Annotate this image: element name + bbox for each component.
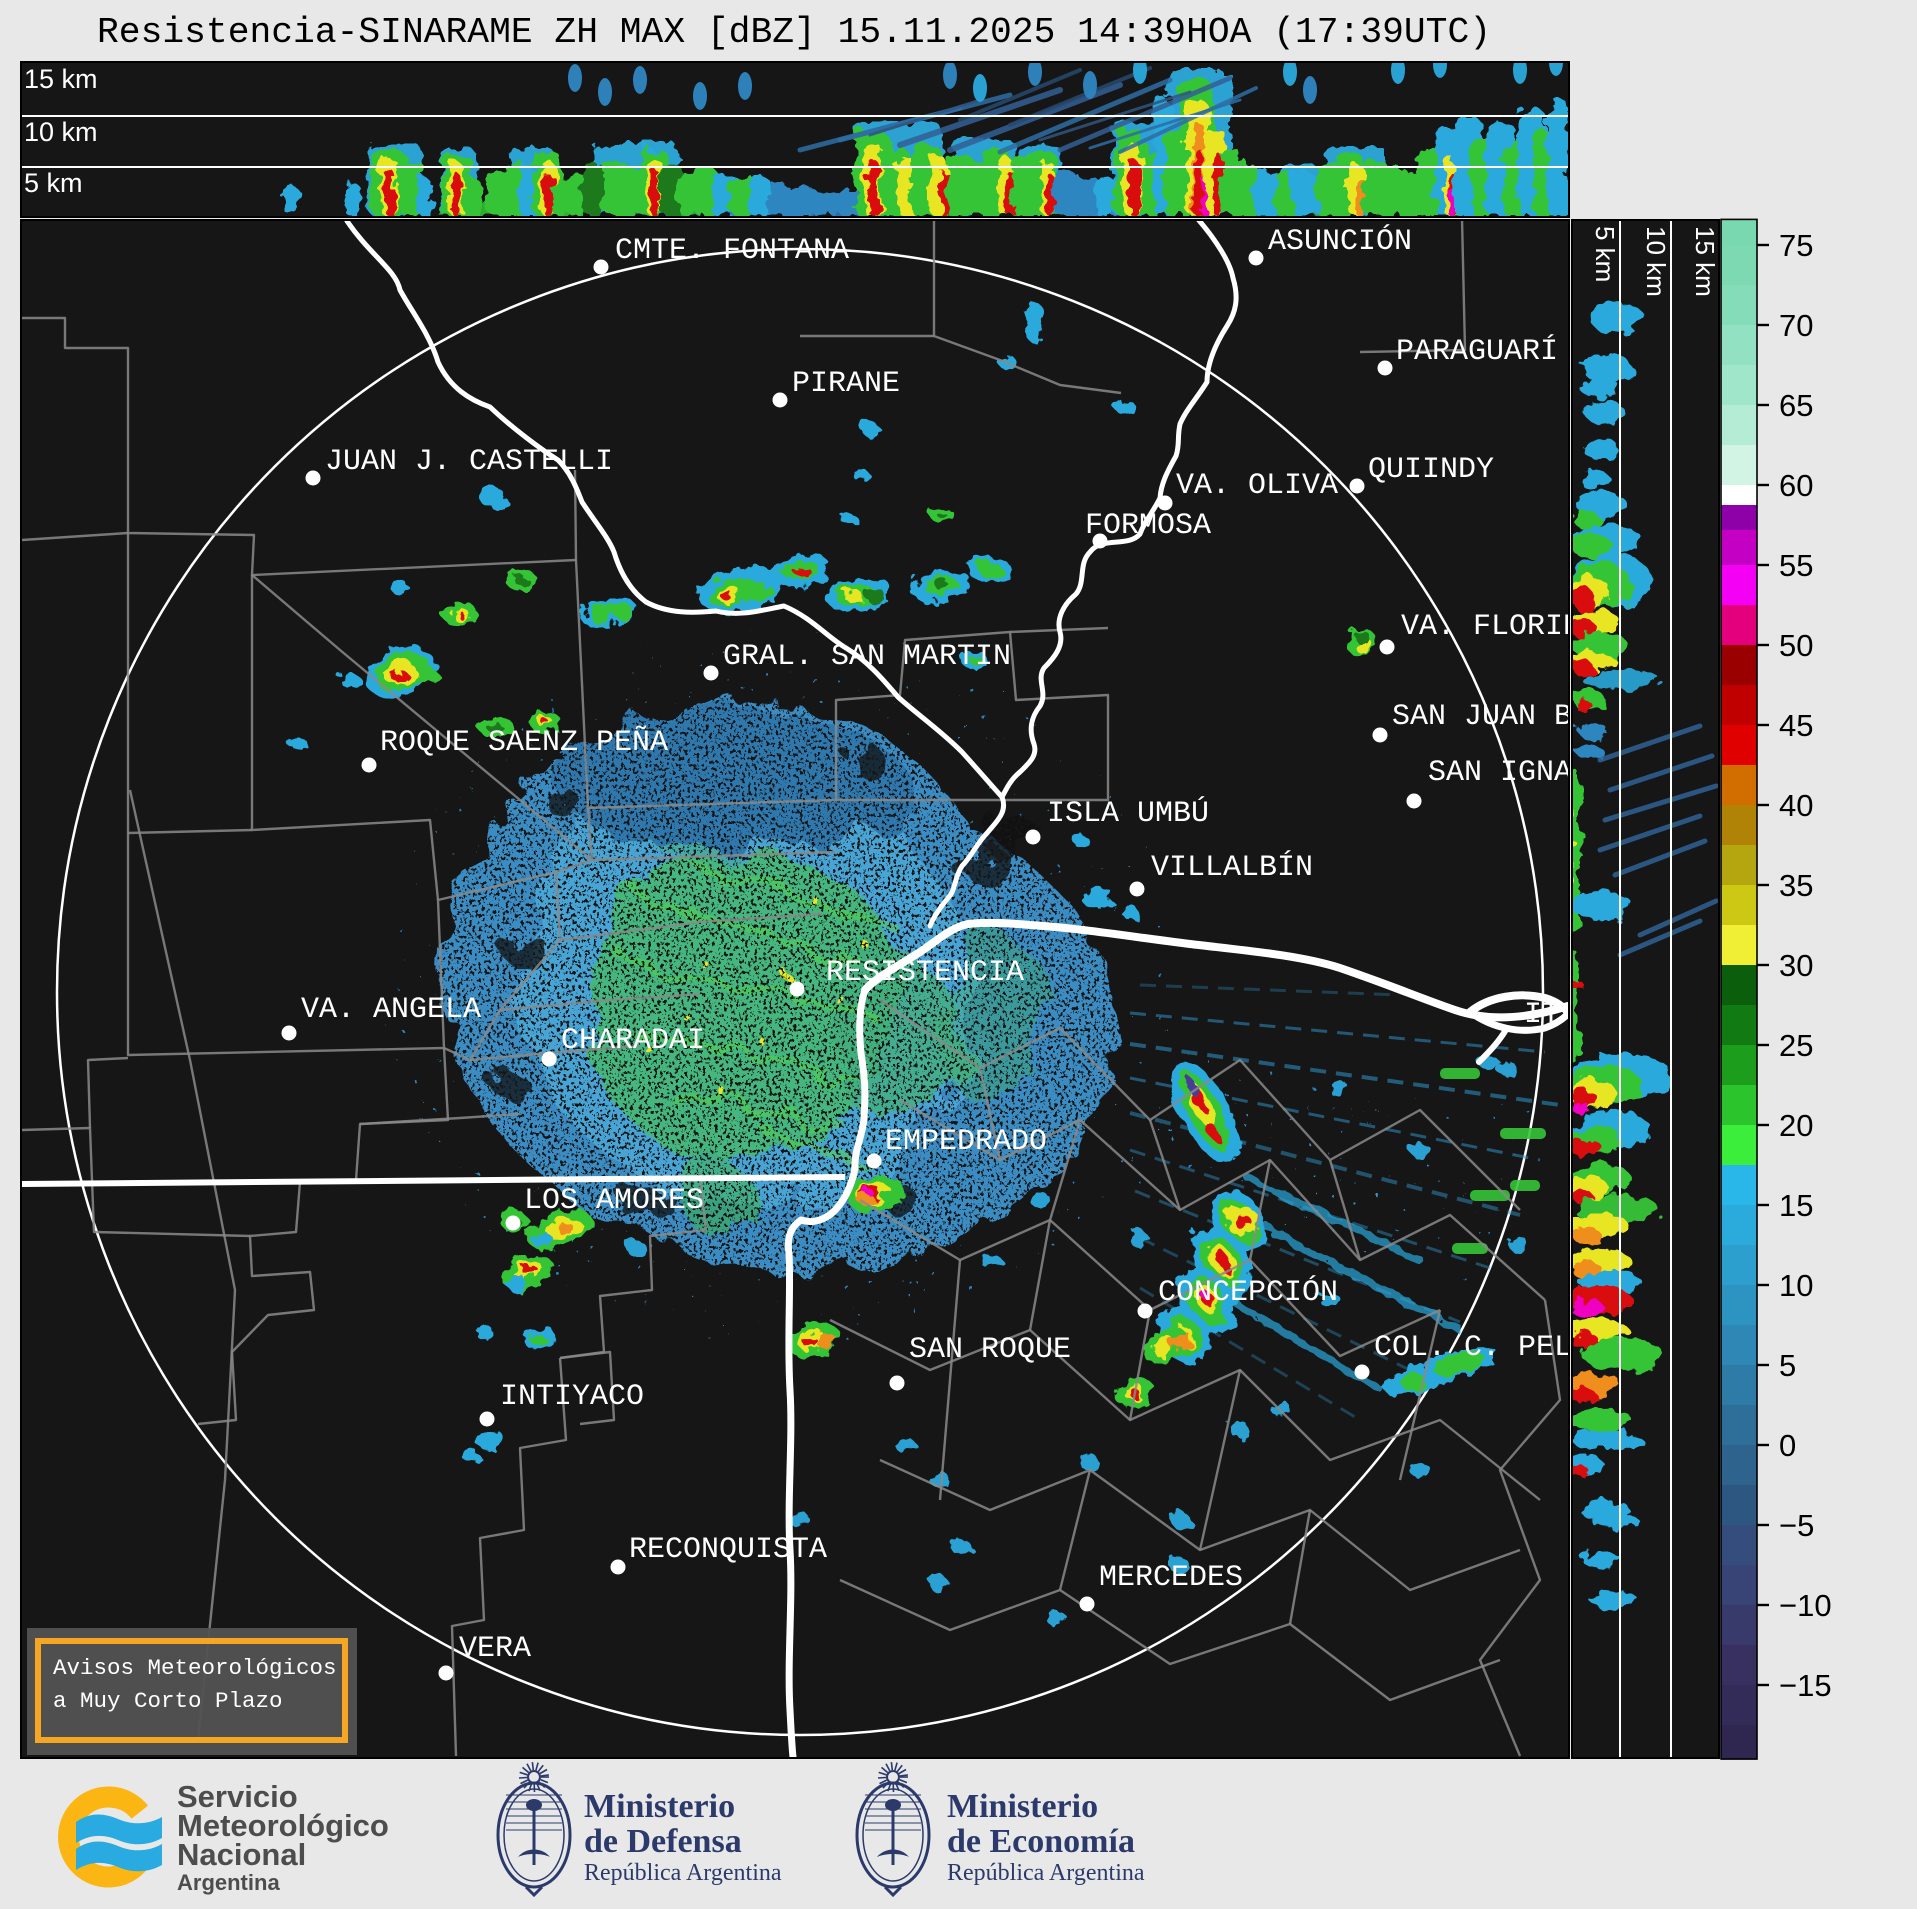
svg-text:INTIYACO: INTIYACO [500,1380,644,1414]
svg-text:40: 40 [1779,788,1813,823]
svg-text:de Defensa: de Defensa [584,1823,742,1860]
svg-text:Nacional: Nacional [177,1837,306,1872]
svg-text:SAN IGNAC: SAN IGNAC [1428,756,1568,790]
svg-text:Ministerio: Ministerio [584,1788,735,1825]
svg-text:República Argentina: República Argentina [584,1860,782,1886]
svg-text:PARAGUARÍ: PARAGUARÍ [1396,334,1558,369]
svg-text:30: 30 [1779,948,1813,983]
svg-text:RECONQUISTA: RECONQUISTA [629,1533,827,1567]
svg-text:65: 65 [1779,388,1813,423]
svg-text:VA. OLIVA: VA. OLIVA [1176,469,1338,503]
svg-text:5: 5 [1779,1348,1796,1383]
svg-text:QUIINDY: QUIINDY [1368,453,1494,487]
svg-text:EMPEDRADO: EMPEDRADO [885,1125,1047,1159]
svg-text:CHARADAI: CHARADAI [561,1024,705,1058]
svg-text:5 km: 5 km [1590,226,1620,282]
svg-text:15 km: 15 km [24,64,98,94]
svg-text:ISLA UMBÚ: ISLA UMBÚ [1047,796,1209,831]
svg-text:60: 60 [1779,468,1813,503]
svg-text:35: 35 [1779,868,1813,903]
svg-text:de Economía: de Economía [947,1823,1135,1860]
svg-text:75: 75 [1779,228,1813,263]
svg-text:CMTE. FONTANA: CMTE. FONTANA [615,234,849,268]
svg-text:VA. ANGELA: VA. ANGELA [301,993,481,1027]
svg-text:a Muy Corto Plazo: a Muy Corto Plazo [53,1688,283,1714]
svg-text:GRAL. SAN MARTIN: GRAL. SAN MARTIN [723,640,1011,674]
svg-text:20: 20 [1779,1108,1813,1143]
svg-text:10: 10 [1779,1268,1813,1303]
svg-text:ROQUE SAENZ PEÑA: ROQUE SAENZ PEÑA [380,725,668,760]
svg-text:55: 55 [1779,548,1813,583]
svg-text:República Argentina: República Argentina [947,1860,1145,1886]
svg-text:Meteorológico: Meteorológico [177,1808,389,1843]
svg-text:Servicio: Servicio [177,1779,298,1814]
svg-text:ITA: ITA [1524,998,1568,1032]
svg-text:FORMOSA: FORMOSA [1085,509,1211,543]
svg-text:JUAN J. CASTELLI: JUAN J. CASTELLI [325,445,613,479]
svg-text:0: 0 [1779,1428,1796,1463]
svg-text:45: 45 [1779,708,1813,743]
svg-text:Ministerio: Ministerio [947,1788,1098,1825]
svg-text:VERA: VERA [459,1632,531,1666]
svg-text:70: 70 [1779,308,1813,343]
svg-text:10 km: 10 km [24,117,98,147]
svg-text:15 km: 15 km [1690,226,1718,297]
svg-text:MERCEDES: MERCEDES [1099,1561,1243,1595]
svg-text:CONCEPCIÓN: CONCEPCIÓN [1158,1275,1338,1310]
svg-text:50: 50 [1779,628,1813,663]
svg-text:LOS AMORES: LOS AMORES [524,1184,704,1218]
svg-text:5 km: 5 km [24,168,83,198]
svg-text:PIRANE: PIRANE [792,367,900,401]
svg-text:−5: −5 [1779,1508,1814,1543]
svg-text:−15: −15 [1779,1668,1832,1703]
svg-text:ASUNCIÓN: ASUNCIÓN [1268,224,1412,259]
svg-text:Argentina: Argentina [177,1870,280,1895]
svg-text:15: 15 [1779,1188,1813,1223]
svg-text:SAN JUAN B: SAN JUAN B [1392,700,1568,734]
svg-text:SAN ROQUE: SAN ROQUE [909,1333,1071,1367]
svg-text:−10: −10 [1779,1588,1832,1623]
svg-text:25: 25 [1779,1028,1813,1063]
svg-text:Avisos Meteorológicos: Avisos Meteorológicos [53,1655,337,1681]
svg-text:COL. C. PEL: COL. C. PEL [1374,1331,1568,1365]
svg-text:VILLALBÍN: VILLALBÍN [1151,850,1313,885]
svg-text:VA. FLORID: VA. FLORID [1401,610,1568,644]
svg-text:10 km: 10 km [1641,226,1671,297]
svg-text:RESISTENCIA: RESISTENCIA [826,956,1024,990]
